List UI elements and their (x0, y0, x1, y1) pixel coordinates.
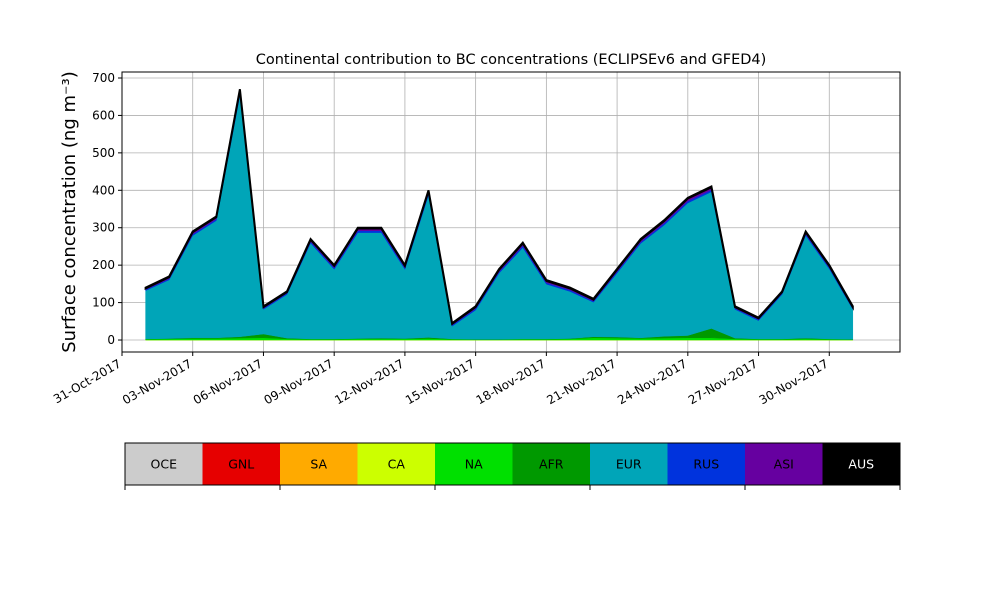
legend-label: SA (310, 457, 327, 472)
legend-swatch (822, 443, 900, 485)
y-tick-label: 100 (92, 296, 115, 310)
y-tick-label: 500 (92, 146, 115, 160)
y-tick-label: 0 (107, 333, 115, 347)
chart-title: Continental contribution to BC concentra… (256, 52, 767, 68)
legend-label: GNL (228, 457, 254, 472)
legend-label: CA (388, 457, 406, 472)
legend-label: NA (465, 457, 483, 472)
plot-frame (121, 71, 901, 353)
y-tick-label: 700 (92, 71, 115, 85)
areas (144, 89, 854, 341)
y-tick-label: 200 (92, 258, 115, 272)
legend-label: AUS (848, 457, 874, 472)
legend-label: RUS (693, 457, 719, 472)
legend-swatch (357, 443, 435, 485)
legend-swatch (512, 443, 590, 485)
legend-swatch (280, 443, 358, 485)
legend-swatch (125, 443, 203, 485)
legend: OCE GNL SA CA NA AFR EUR RUS ASI AUS (124, 442, 901, 490)
y-tick-label: 400 (92, 183, 115, 197)
legend-label: OCE (151, 457, 178, 472)
y-tick-label: 600 (92, 108, 115, 122)
legend-label: EUR (616, 457, 642, 472)
legend-label: ASI (774, 457, 794, 472)
legend-swatch (435, 443, 513, 485)
legend-swatch (667, 443, 745, 485)
legend-label: AFR (539, 457, 564, 472)
y-tick-label: 300 (92, 221, 115, 235)
y-axis-label: Surface concentration (ng m⁻³) (59, 71, 80, 353)
legend-swatch (202, 443, 280, 485)
area (144, 89, 854, 326)
legend-swatch (590, 443, 668, 485)
legend-frame (124, 442, 901, 486)
legend-swatch (745, 443, 823, 485)
